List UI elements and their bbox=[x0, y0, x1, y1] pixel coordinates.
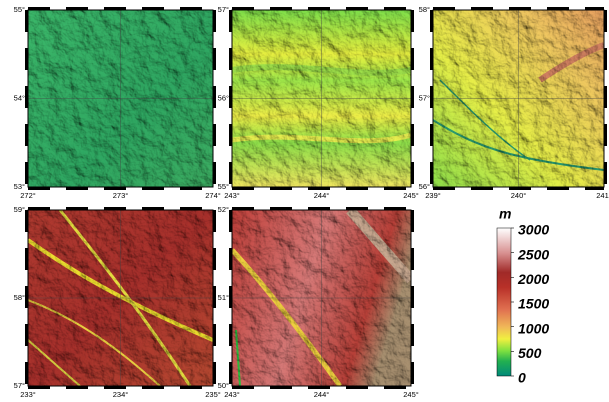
map-panel: 239° 240° 241° 58° 57° 56° bbox=[419, 5, 609, 200]
y-tick-label: 50° bbox=[218, 381, 229, 390]
y-tick-label: 55° bbox=[14, 5, 25, 14]
map-panel: 243° 244° 245° 57° 56° 55° bbox=[218, 5, 419, 200]
x-tick-label: 272° bbox=[20, 191, 36, 200]
colorbar-label: m bbox=[499, 206, 511, 222]
x-tick-label: 234° bbox=[113, 390, 129, 397]
y-tick-label: 53° bbox=[14, 182, 25, 191]
y-tick-label: 57° bbox=[419, 93, 430, 102]
colorbar-tick-label: 1500 bbox=[518, 296, 549, 312]
y-tick-label: 57° bbox=[14, 381, 25, 390]
x-tick-label: 240° bbox=[511, 191, 527, 200]
y-tick-label: 52° bbox=[218, 205, 229, 214]
y-tick-label: 58° bbox=[14, 293, 25, 302]
x-tick-label: 241° bbox=[596, 191, 609, 200]
map-panel: 243° 244° 245° 52° 51° 50° bbox=[218, 205, 419, 397]
colorbar-tick-label: 3000 bbox=[518, 222, 549, 238]
y-tick-label: 51° bbox=[218, 293, 229, 302]
y-tick-label: 54° bbox=[14, 93, 25, 102]
map-panel: 233° 234° 235° 59° 58° 57° bbox=[14, 205, 221, 397]
colorbar-tick-label: 2500 bbox=[517, 246, 549, 262]
x-tick-label: 235° bbox=[205, 390, 221, 397]
x-tick-label: 244° bbox=[314, 191, 330, 200]
y-tick-label: 59° bbox=[14, 205, 25, 214]
y-tick-label: 56° bbox=[218, 93, 229, 102]
x-tick-label: 245° bbox=[403, 390, 419, 397]
x-tick-label: 273° bbox=[113, 191, 129, 200]
x-tick-label: 233° bbox=[20, 390, 36, 397]
x-tick-label: 243° bbox=[224, 191, 240, 200]
y-tick-label: 56° bbox=[419, 182, 430, 191]
x-tick-label: 243° bbox=[224, 390, 240, 397]
colorbar-tick-label: 500 bbox=[518, 345, 542, 361]
colorbar-tick-label: 1000 bbox=[518, 320, 549, 336]
x-tick-label: 245° bbox=[403, 191, 419, 200]
x-tick-label: 244° bbox=[314, 390, 330, 397]
x-tick-label: 239° bbox=[425, 191, 441, 200]
map-panel: 272° 273° 274° 55° 54° 53° bbox=[14, 5, 221, 200]
colorbar-tick-label: 2000 bbox=[517, 271, 549, 287]
y-tick-label: 57° bbox=[218, 5, 229, 14]
map-figure: 272°273°274°55°54°53°243°244°245°57°56°5… bbox=[0, 0, 609, 397]
y-tick-label: 58° bbox=[419, 5, 430, 14]
colorbar bbox=[497, 228, 511, 376]
y-tick-label: 55° bbox=[218, 182, 229, 191]
colorbar-tick-label: 0 bbox=[518, 370, 526, 386]
x-tick-label: 274° bbox=[205, 191, 221, 200]
